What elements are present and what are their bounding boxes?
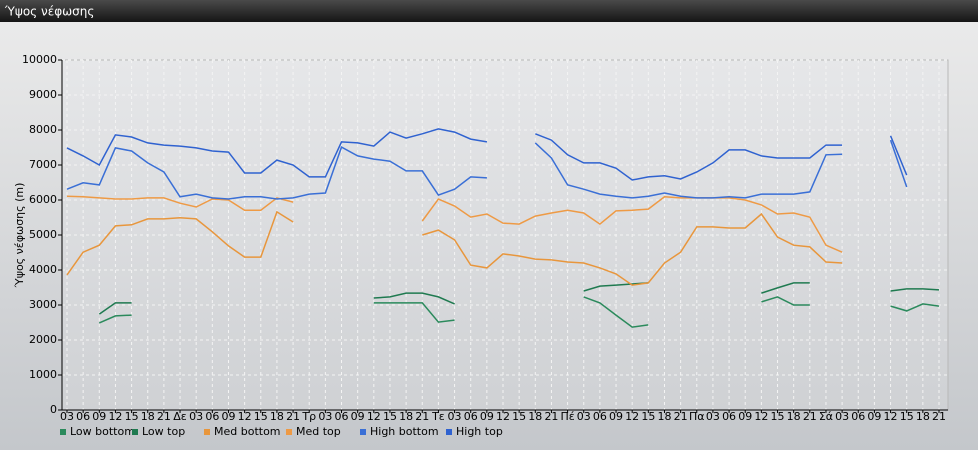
x-tick-label: 09 bbox=[609, 410, 623, 423]
x-tick-label: 12 bbox=[108, 410, 122, 423]
legend-label: High bottom bbox=[370, 425, 439, 438]
legend-swatch bbox=[60, 429, 66, 435]
x-tick-label: 06 bbox=[464, 410, 478, 423]
series-line bbox=[99, 296, 940, 328]
x-tick-label: 06 bbox=[335, 410, 349, 423]
y-tick-label: 8000 bbox=[29, 123, 57, 136]
x-tick-label: Τε bbox=[431, 410, 445, 423]
x-tick-label: 18 bbox=[141, 410, 155, 423]
x-tick-label: 15 bbox=[641, 410, 655, 423]
x-tick-label: 21 bbox=[286, 410, 300, 423]
y-tick-label: 2000 bbox=[29, 333, 57, 346]
x-tick-label: 03 bbox=[577, 410, 591, 423]
x-tick-label: 21 bbox=[157, 410, 171, 423]
x-tick-label: 12 bbox=[884, 410, 898, 423]
x-tick-label: 15 bbox=[254, 410, 268, 423]
x-tick-label: 18 bbox=[787, 410, 801, 423]
legend-label: Low bottom bbox=[70, 425, 135, 438]
y-tick-label: 10000 bbox=[22, 53, 57, 66]
x-tick-label: Πέ bbox=[560, 410, 574, 423]
x-tick-label: 12 bbox=[754, 410, 768, 423]
x-tick-label: 09 bbox=[351, 410, 365, 423]
legend-swatch bbox=[204, 429, 210, 435]
legend-swatch bbox=[286, 429, 292, 435]
x-tick-label: 18 bbox=[916, 410, 930, 423]
x-tick-label: 21 bbox=[415, 410, 429, 423]
grid bbox=[62, 59, 948, 411]
x-tick-label: Δε bbox=[173, 410, 187, 423]
x-tick-label: 03 bbox=[835, 410, 849, 423]
series-line bbox=[66, 128, 908, 181]
x-tick-label: 03 bbox=[706, 410, 720, 423]
x-tick-label: 12 bbox=[238, 410, 252, 423]
series-line bbox=[98, 282, 940, 315]
x-tick-label: 06 bbox=[593, 410, 607, 423]
legend-swatch bbox=[360, 429, 366, 435]
y-tick-label: 0 bbox=[50, 403, 57, 416]
x-tick-label: 03 bbox=[60, 410, 74, 423]
x-tick-label: 18 bbox=[657, 410, 671, 423]
y-tick-label: 4000 bbox=[29, 263, 57, 276]
x-tick-label: 12 bbox=[496, 410, 510, 423]
lines bbox=[66, 128, 940, 328]
x-tick-label: 21 bbox=[674, 410, 688, 423]
x-tick-label: 15 bbox=[771, 410, 785, 423]
x-tick-label: 06 bbox=[205, 410, 219, 423]
series-line bbox=[66, 210, 843, 286]
x-tick-label: 09 bbox=[221, 410, 235, 423]
x-tick-label: 09 bbox=[867, 410, 881, 423]
x-tick-label: 03 bbox=[448, 410, 462, 423]
x-tick-label: 18 bbox=[270, 410, 284, 423]
x-tick-label: 09 bbox=[738, 410, 752, 423]
x-tick-label: 18 bbox=[528, 410, 542, 423]
legend-swatch bbox=[132, 429, 138, 435]
x-tick-label: 06 bbox=[851, 410, 865, 423]
legend-swatch bbox=[446, 429, 452, 435]
x-tick-label: 03 bbox=[189, 410, 203, 423]
y-axis-label: Ύψος νέφωσης (m) bbox=[13, 183, 26, 289]
legend-label: High top bbox=[456, 425, 503, 438]
x-tick-label: 18 bbox=[399, 410, 413, 423]
y-tick-label: 6000 bbox=[29, 193, 57, 206]
x-tick-label: Τρ bbox=[301, 410, 316, 423]
x-tick-label: 12 bbox=[367, 410, 381, 423]
x-tick-label: 09 bbox=[92, 410, 106, 423]
series-line bbox=[66, 139, 908, 200]
x-tick-label: 21 bbox=[803, 410, 817, 423]
x-tick-label: 15 bbox=[383, 410, 397, 423]
legend-label: Low top bbox=[142, 425, 185, 438]
y-tick-label: 1000 bbox=[29, 368, 57, 381]
y-tick-label: 7000 bbox=[29, 158, 57, 171]
series-line bbox=[66, 195, 843, 253]
y-tick-label: 9000 bbox=[29, 88, 57, 101]
y-tick-label: 3000 bbox=[29, 298, 57, 311]
chart-title: Ύψος νέφωσης bbox=[4, 5, 94, 19]
legend-label: Med bottom bbox=[214, 425, 281, 438]
x-tick-label: 03 bbox=[318, 410, 332, 423]
title-bar bbox=[0, 0, 978, 22]
x-tick-label: Σά bbox=[819, 410, 833, 423]
x-tick-label: 06 bbox=[722, 410, 736, 423]
x-tick-label: Πα bbox=[689, 410, 705, 423]
x-tick-label: 06 bbox=[76, 410, 90, 423]
y-tick-label: 5000 bbox=[29, 228, 57, 241]
x-tick-label: 09 bbox=[480, 410, 494, 423]
legend-label: Med top bbox=[296, 425, 341, 438]
x-tick-label: 15 bbox=[125, 410, 139, 423]
x-tick-label: 21 bbox=[544, 410, 558, 423]
x-tick-label: 12 bbox=[625, 410, 639, 423]
x-tick-label: 15 bbox=[512, 410, 526, 423]
x-tick-label: 21 bbox=[932, 410, 946, 423]
x-tick-label: 15 bbox=[900, 410, 914, 423]
